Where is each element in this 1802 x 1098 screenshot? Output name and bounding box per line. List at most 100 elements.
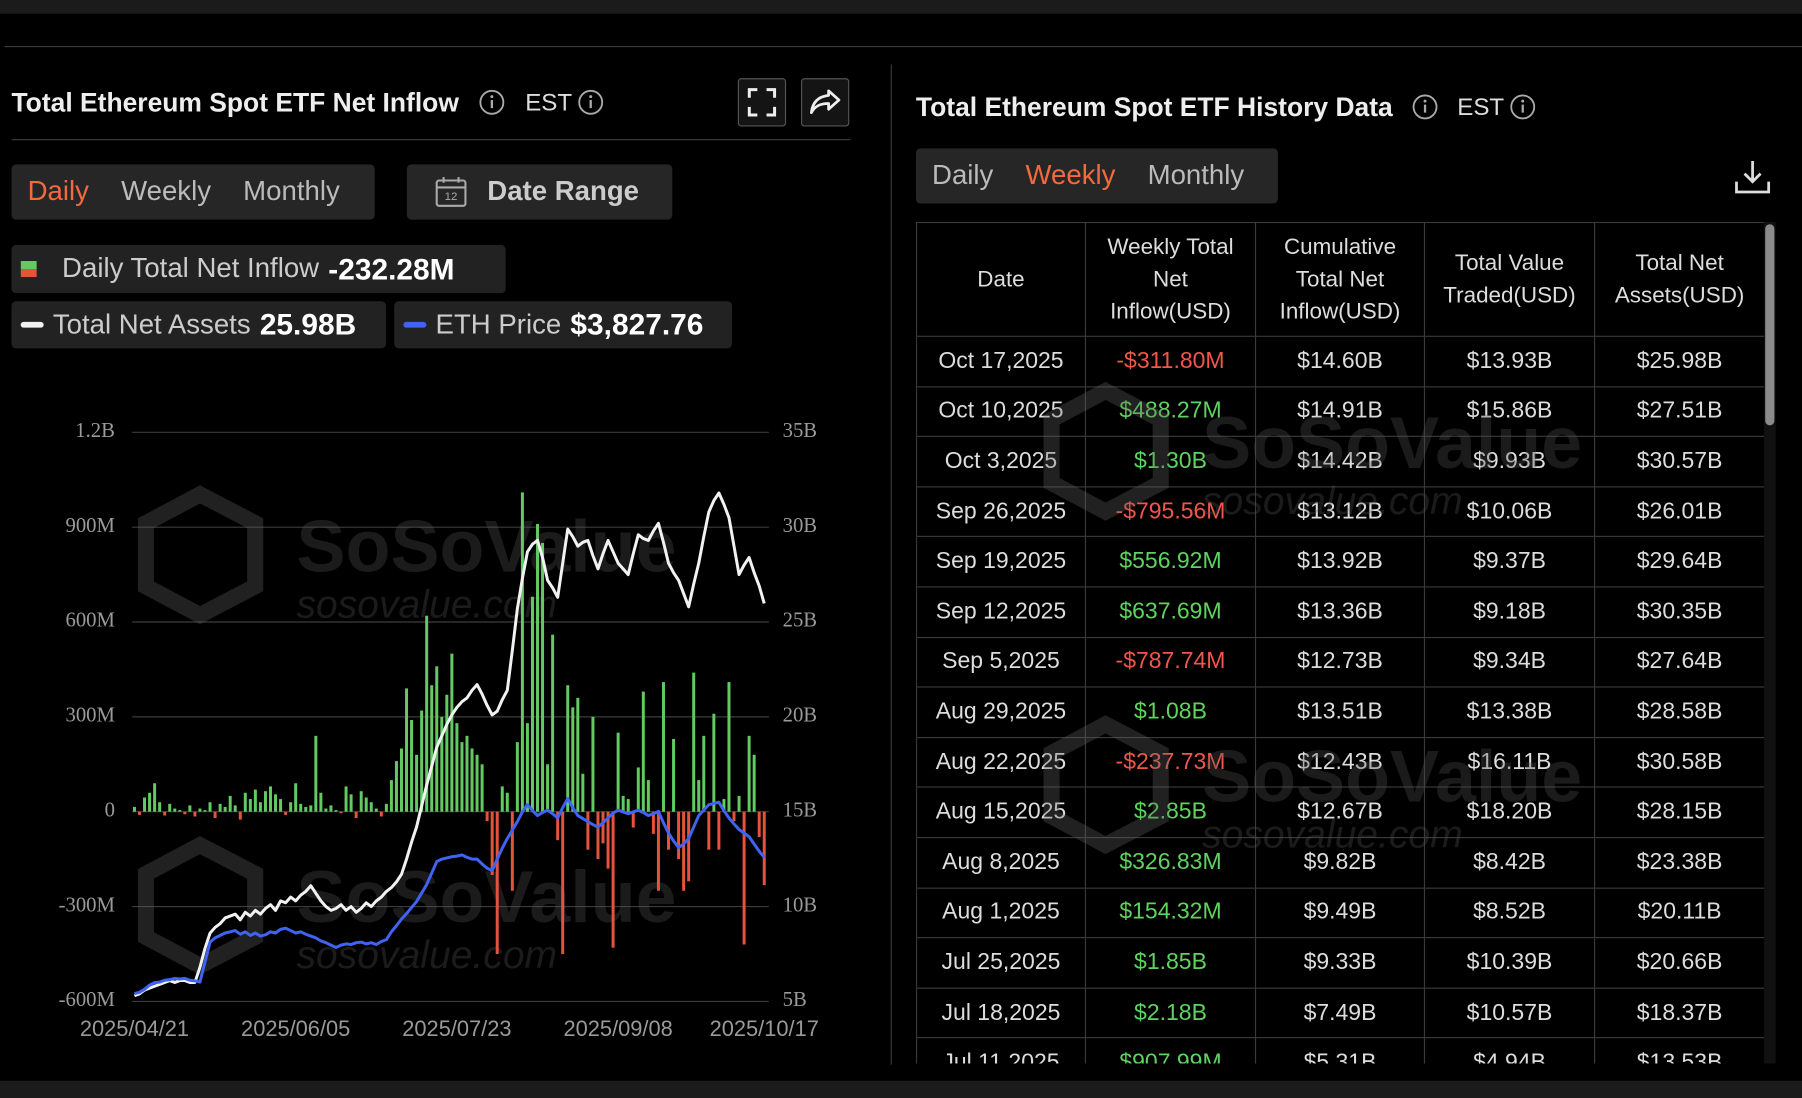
table-row: Sep 19,2025 $556.92M $13.92B $9.37B $29.64B	[915, 536, 1765, 588]
timezone: EST	[525, 89, 573, 117]
bar	[672, 738, 676, 812]
table-cell: Sep 12,2025	[915, 586, 1087, 638]
column-header: Date	[915, 221, 1087, 337]
table-cell: $488.27M	[1084, 385, 1257, 438]
bar	[339, 811, 343, 814]
bar	[329, 805, 333, 812]
table-body: Oct 17,2025 -$311.80M $14.60B $13.93B $25.98…	[915, 335, 1765, 1064]
bar	[551, 634, 555, 812]
legend-item[interactable]: ETH Price $3,827.76	[394, 301, 733, 349]
watermark-logo	[137, 485, 264, 625]
date-range-button[interactable]: 12 Date Range	[406, 164, 673, 220]
table-cell: $1.08B	[1084, 686, 1257, 738]
swatch-negative	[20, 269, 37, 278]
bar	[712, 713, 716, 812]
bar	[354, 811, 358, 819]
bar	[586, 811, 590, 850]
share-button[interactable]	[801, 78, 850, 127]
legend-label: Total Net Assets	[52, 308, 251, 340]
bar	[218, 803, 222, 812]
tab[interactable]: Monthly	[1147, 159, 1245, 191]
tab[interactable]: Monthly	[243, 175, 340, 207]
scrollbar-thumb[interactable]	[1765, 224, 1775, 426]
table-head: Date Weekly Total Net Inflow(USD) Cumulati…	[915, 221, 1765, 337]
table-cell: $18.37B	[1593, 987, 1765, 1039]
bar	[687, 811, 691, 882]
table-cell: $5.31B	[1254, 1037, 1426, 1064]
x-tick-label: 2025/10/17	[710, 1016, 819, 1041]
top-bar	[0, 0, 1802, 14]
bar	[525, 723, 529, 812]
bar	[576, 697, 580, 812]
bar	[228, 795, 232, 812]
tab[interactable]: Daily	[27, 175, 89, 207]
table-cell: $12.73B	[1254, 636, 1426, 688]
table-cell: $637.69M	[1084, 586, 1257, 638]
watermark-url: sosovalue.com	[297, 934, 558, 977]
table-row: Aug 1,2025 $154.32M $9.49B $8.52B $20.11B	[915, 887, 1765, 939]
table-row: Oct 17,2025 -$311.80M $14.60B $13.93B $25.98…	[915, 335, 1765, 387]
table-cell: $20.11B	[1593, 887, 1765, 939]
fullscreen-button[interactable]	[737, 78, 787, 127]
bar	[193, 811, 197, 817]
legend-item[interactable]: Total Net Assets 25.98B	[11, 301, 387, 349]
bar	[405, 688, 409, 812]
info-icon[interactable]	[1412, 94, 1438, 120]
table-cell: $9.33B	[1254, 937, 1426, 989]
bar	[309, 805, 313, 812]
separator	[11, 139, 851, 141]
bar	[546, 764, 550, 812]
download-button[interactable]	[1733, 159, 1772, 196]
bar	[581, 773, 585, 812]
tab[interactable]: Weekly	[1025, 159, 1116, 191]
bar	[243, 792, 247, 812]
bar	[435, 666, 439, 812]
table-cell: $10.57B	[1423, 987, 1596, 1039]
bar	[319, 792, 323, 812]
bar	[198, 808, 202, 812]
tab[interactable]: Weekly	[121, 175, 211, 207]
divider	[4, 45, 1802, 48]
bar	[158, 802, 162, 812]
info-icon[interactable]	[1510, 94, 1536, 120]
table-cell: Aug 22,2025	[915, 736, 1087, 788]
table-row: Sep 12,2025 $637.69M $13.36B $9.18B $30.35B	[915, 586, 1765, 638]
table-cell: $1.30B	[1084, 435, 1257, 488]
bottom-bar	[0, 1080, 1802, 1098]
legend-label: ETH Price	[435, 308, 562, 340]
legend-item[interactable]: Daily Total Net Inflow -232.28M	[11, 244, 506, 294]
bar	[238, 811, 242, 820]
table-cell: $13.51B	[1254, 686, 1426, 738]
y-tick-label: 300M	[65, 705, 114, 727]
table-cell: $12.67B	[1254, 786, 1426, 839]
bar	[173, 808, 177, 812]
info-icon[interactable]	[578, 89, 604, 115]
bar	[384, 803, 388, 812]
table-cell: $13.36B	[1254, 586, 1426, 638]
table-cell: $16.11B	[1423, 736, 1596, 788]
bar	[410, 720, 414, 812]
table-cell: $13.38B	[1423, 686, 1596, 738]
column-header: Total Value Traded(USD)	[1423, 221, 1596, 337]
table-cell: Oct 3,2025	[915, 435, 1087, 488]
tab[interactable]: Daily	[932, 159, 994, 191]
legend-label: Daily Total Net Inflow	[62, 252, 320, 284]
bar	[636, 767, 640, 812]
bar	[334, 810, 338, 812]
info-icon[interactable]	[479, 89, 505, 115]
table-cell: $4.94B	[1423, 1037, 1596, 1064]
table-cell: $10.39B	[1423, 937, 1596, 989]
table-row: Aug 22,2025 -$237.73M $12.43B $16.11B $30.58…	[915, 736, 1765, 788]
table-row: Sep 26,2025 -$795.56M $13.12B $10.06B $26.01…	[915, 486, 1765, 538]
bar	[203, 810, 207, 812]
table-cell: $556.92M	[1084, 536, 1257, 588]
bar	[757, 811, 761, 838]
table-cell: $26.01B	[1593, 486, 1765, 538]
bar	[163, 811, 167, 816]
y-tick-label: 1.2B	[75, 420, 115, 442]
bar	[656, 811, 660, 891]
